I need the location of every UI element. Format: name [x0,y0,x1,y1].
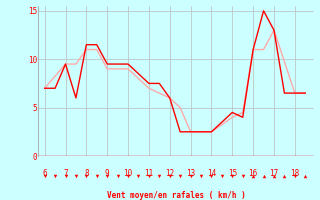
X-axis label: Vent moyen/en rafales ( km/h ): Vent moyen/en rafales ( km/h ) [107,191,245,200]
